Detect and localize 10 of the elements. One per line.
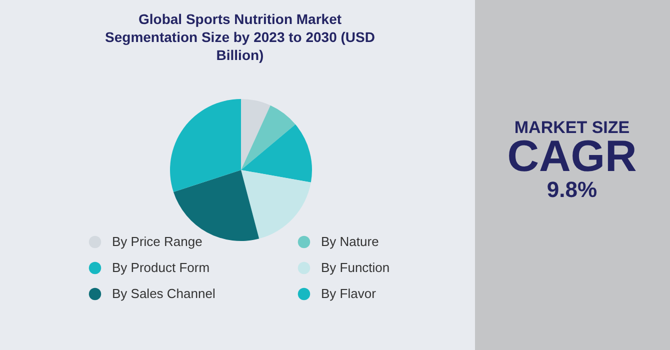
legend-label: By Sales Channel [112, 286, 216, 301]
legend-label: By Product Form [112, 260, 210, 275]
legend-label: By Function [321, 260, 390, 275]
pie-slice [241, 99, 270, 170]
chart-title: Global Sports Nutrition Market Segmentation Size by 2023 to 2030 (USD Billion) [105, 11, 375, 63]
legend-label: By Price Range [112, 234, 202, 249]
pie-slice [241, 170, 311, 239]
pie-slice [241, 105, 296, 170]
legend-label: By Nature [321, 234, 379, 249]
legend-label: By Flavor [321, 286, 377, 301]
